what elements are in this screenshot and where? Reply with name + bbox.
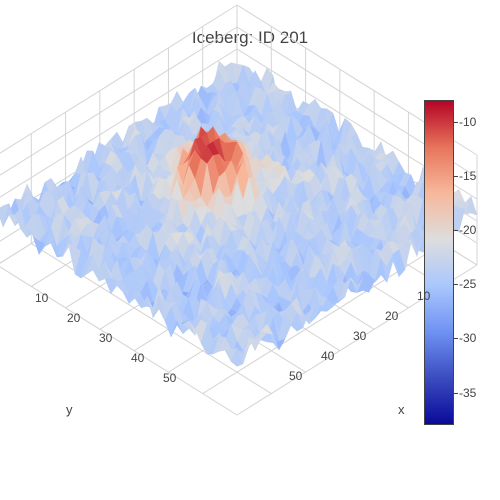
colorbar-tick-mark (454, 392, 458, 394)
x-tick-label: 40 (131, 351, 145, 365)
y-axis-title: y (66, 402, 73, 417)
grid-line (0, 4, 238, 154)
colorbar-tick-label: -10 (459, 114, 477, 129)
y-tick-label: 10 (417, 289, 431, 303)
y-tick-label: 20 (385, 309, 399, 323)
y-tick-label: 30 (353, 329, 367, 343)
x-tick-label: 20 (67, 311, 81, 325)
grid-line (0, 26, 238, 176)
colorbar-tick-label: -30 (459, 331, 477, 346)
colorbar-tick-label: -35 (459, 385, 477, 400)
chart-title: Iceberg: ID 201 (191, 28, 309, 47)
colorbar-tick-label: -25 (459, 277, 477, 292)
colorbar-tick-mark (454, 230, 458, 231)
y-tick-label: 50 (289, 369, 303, 383)
x-tick-label: 30 (99, 331, 113, 345)
grid-line (31, 243, 272, 394)
colorbar-tick-mark (454, 338, 458, 340)
colorbar-tick-label: -20 (459, 223, 477, 237)
y-tick-label: 40 (321, 349, 335, 363)
x-tick-label: 50 (163, 371, 177, 385)
x-axis-title: x (398, 402, 405, 417)
x-tick-label: 10 (35, 291, 49, 305)
grid-line (0, 48, 238, 198)
surface-mesh (0, 60, 478, 367)
colorbar-tick-mark (454, 175, 458, 177)
colorbar-tick-label: -15 (459, 168, 477, 183)
grid-line (0, 266, 238, 416)
colorbar-tick-mark (454, 121, 458, 123)
colorbar (424, 100, 454, 425)
surface-facet (230, 347, 244, 367)
colorbar-tick-mark (454, 284, 458, 286)
